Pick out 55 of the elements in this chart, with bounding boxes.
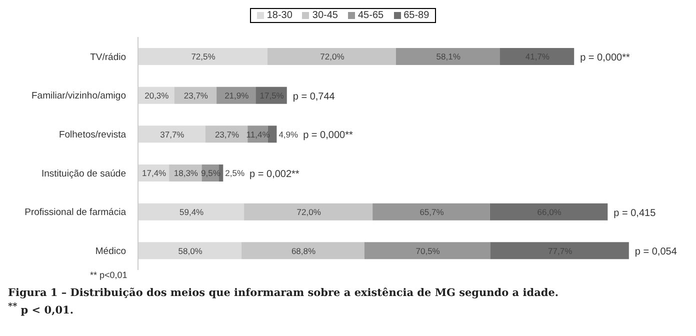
annotation: p = 0,744 (292, 91, 336, 102)
annotation: p = 0,415 (614, 208, 656, 219)
text: p = 0,054 (634, 246, 678, 258)
data-label: 58,0% (178, 246, 203, 256)
data-label: 72,0% (296, 207, 322, 218)
data-label: 65,7% (420, 207, 444, 218)
bar (138, 48, 268, 65)
bar (242, 242, 364, 260)
data-label: 72,5% (191, 52, 216, 62)
annotation: p = 0,000** (303, 130, 353, 142)
bar (490, 242, 629, 260)
bar (174, 86, 217, 104)
data-label: 23,7% (214, 129, 240, 140)
bar (372, 203, 490, 220)
data-label: 20,3% (144, 90, 170, 101)
legend-label: 18-30 (266, 10, 292, 21)
bar (268, 126, 277, 143)
y-tick-label: Instituição de saúde (41, 168, 126, 180)
data-label: 23,7% (184, 90, 208, 101)
bar (138, 203, 244, 220)
data-label: 17,4% (142, 168, 167, 178)
text: Figura 1 – Distribuição dos meios que informaram sobre a existência de MG segundo a idade. (8, 286, 560, 300)
legend-label: 45-65 (357, 10, 384, 21)
y-tick-label: Familiar/vizinho/amigo (31, 90, 126, 102)
data-label: 70,5% (416, 246, 440, 256)
bar (138, 242, 242, 260)
text: ** p<0,01 (90, 270, 128, 280)
y-tick-label: Médico (95, 246, 126, 257)
bar (396, 48, 500, 65)
data-label: 4,9% (278, 129, 299, 140)
y-tick-label: Folhetos/revista (58, 129, 127, 140)
text: $^{**}$ p < 0,01. (8, 301, 74, 318)
annotation: p = 0,000** (580, 52, 630, 64)
legend-label: 65-89 (402, 10, 430, 21)
data-label: 2,5% (225, 168, 245, 178)
data-label: 21,9% (224, 90, 250, 101)
bar (364, 242, 490, 260)
bar (500, 48, 574, 65)
bar (244, 203, 373, 220)
y-tick-label: TV/rádio (90, 52, 126, 63)
y-tick-label: Profissional de farmácia (24, 207, 127, 218)
data-label: 11,4% (246, 129, 270, 140)
data-label: 68,8% (291, 246, 316, 256)
data-label: 9,5% (201, 168, 221, 178)
bar (218, 164, 224, 182)
annotation: p = 0,002** (250, 169, 300, 180)
data-label: 18,3% (174, 168, 198, 178)
data-label: 59,4% (180, 207, 204, 218)
data-label: 37,7% (160, 129, 185, 140)
data-label: 72,0% (320, 52, 345, 62)
bar (267, 48, 396, 65)
legend-label: 30-45 (311, 10, 338, 21)
bar (138, 126, 206, 143)
data-label: 58,1% (436, 52, 461, 62)
bar (490, 203, 608, 220)
